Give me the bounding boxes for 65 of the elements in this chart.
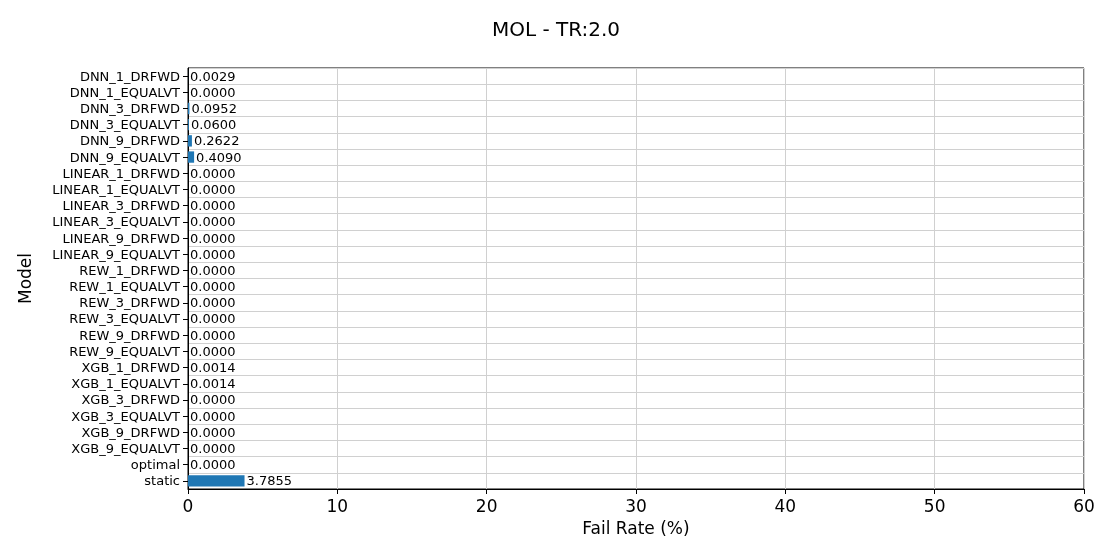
y-tick-label: DNN_3_DRFWD: [79, 100, 180, 116]
x-tick-label: 50: [923, 495, 946, 516]
data-label: 0.0000: [190, 198, 236, 214]
data-label: 0.0000: [190, 279, 236, 295]
data-label: 0.0000: [190, 165, 236, 181]
data-label: 0.0000: [190, 424, 236, 440]
y-axis-title: Model: [14, 252, 35, 305]
y-tick-label: XGB_9_EQUALVT: [71, 441, 181, 457]
data-label: 0.0000: [190, 84, 236, 100]
y-tick-label: XGB_3_DRFWD: [81, 392, 180, 408]
y-tick-label: REW_3_EQUALVT: [69, 311, 181, 327]
x-tick-label: 10: [326, 495, 349, 516]
y-tick-label: REW_1_EQUALVT: [69, 279, 181, 295]
y-tick-label: LINEAR_9_EQUALVT: [52, 246, 181, 262]
y-tick-label: XGB_3_EQUALVT: [71, 408, 181, 424]
data-label: 0.0000: [190, 441, 236, 457]
data-label: 0.2622: [193, 133, 240, 149]
data-label: 0.0000: [190, 214, 236, 230]
data-label: 0.0000: [190, 295, 236, 311]
y-tick-label: XGB_9_DRFWD: [81, 424, 180, 440]
data-label: 0.0000: [190, 230, 236, 246]
data-label: 0.0000: [190, 343, 236, 359]
bar: [188, 135, 192, 147]
x-tick-label: 30: [625, 495, 647, 516]
data-label: 0.0000: [190, 246, 236, 262]
data-label: 0.0000: [190, 327, 236, 343]
y-tick-label: DNN_1_DRFWD: [79, 68, 180, 84]
x-axis-title: Fail Rate (%): [582, 517, 690, 538]
data-label: 0.0029: [190, 68, 236, 84]
y-tick-label: LINEAR_1_DRFWD: [62, 165, 180, 181]
y-tick-label: REW_3_DRFWD: [79, 295, 180, 311]
data-label: 3.7855: [246, 473, 293, 489]
y-tick-label: REW_9_EQUALVT: [69, 343, 181, 359]
data-label: 0.0000: [190, 408, 236, 424]
x-tick-label: 40: [774, 495, 797, 516]
y-tick-label: DNN_9_DRFWD: [79, 133, 180, 149]
y-tick-label: XGB_1_DRFWD: [81, 360, 180, 376]
data-label: 0.0600: [190, 117, 237, 133]
chart-title: MOL - TR:2.0: [491, 17, 621, 41]
y-tick-label: DNN_3_EQUALVT: [69, 117, 181, 133]
data-label: 0.0000: [190, 311, 236, 327]
data-label: 0.0014: [190, 376, 236, 392]
y-tick-label: LINEAR_9_DRFWD: [62, 230, 180, 246]
y-tick-label: LINEAR_3_DRFWD: [62, 198, 180, 214]
y-tick-label: REW_9_DRFWD: [79, 327, 180, 343]
y-tick-label: LINEAR_1_EQUALVT: [52, 181, 181, 197]
y-tick-label: optimal: [130, 457, 180, 473]
y-tick-label: XGB_1_EQUALVT: [71, 376, 181, 392]
data-label: 0.0952: [191, 100, 237, 116]
x-tick-label: 0: [182, 495, 194, 516]
y-tick-label: static: [144, 473, 180, 489]
x-tick-label: 60: [1073, 495, 1095, 516]
data-label: 0.0000: [190, 392, 236, 408]
y-tick-label: DNN_1_EQUALVT: [69, 84, 181, 100]
bar: [188, 151, 195, 163]
data-label: 0.4090: [196, 149, 242, 165]
data-label: 0.0014: [190, 360, 236, 376]
bar: [188, 475, 245, 487]
data-label: 0.0000: [190, 262, 236, 278]
y-tick-label: LINEAR_3_EQUALVT: [52, 214, 181, 230]
data-label: 0.0000: [190, 457, 236, 473]
y-tick-label: REW_1_DRFWD: [79, 262, 180, 278]
x-tick-label: 20: [475, 495, 498, 516]
data-label: 0.0000: [190, 181, 236, 197]
y-tick-label: DNN_9_EQUALVT: [69, 149, 181, 165]
